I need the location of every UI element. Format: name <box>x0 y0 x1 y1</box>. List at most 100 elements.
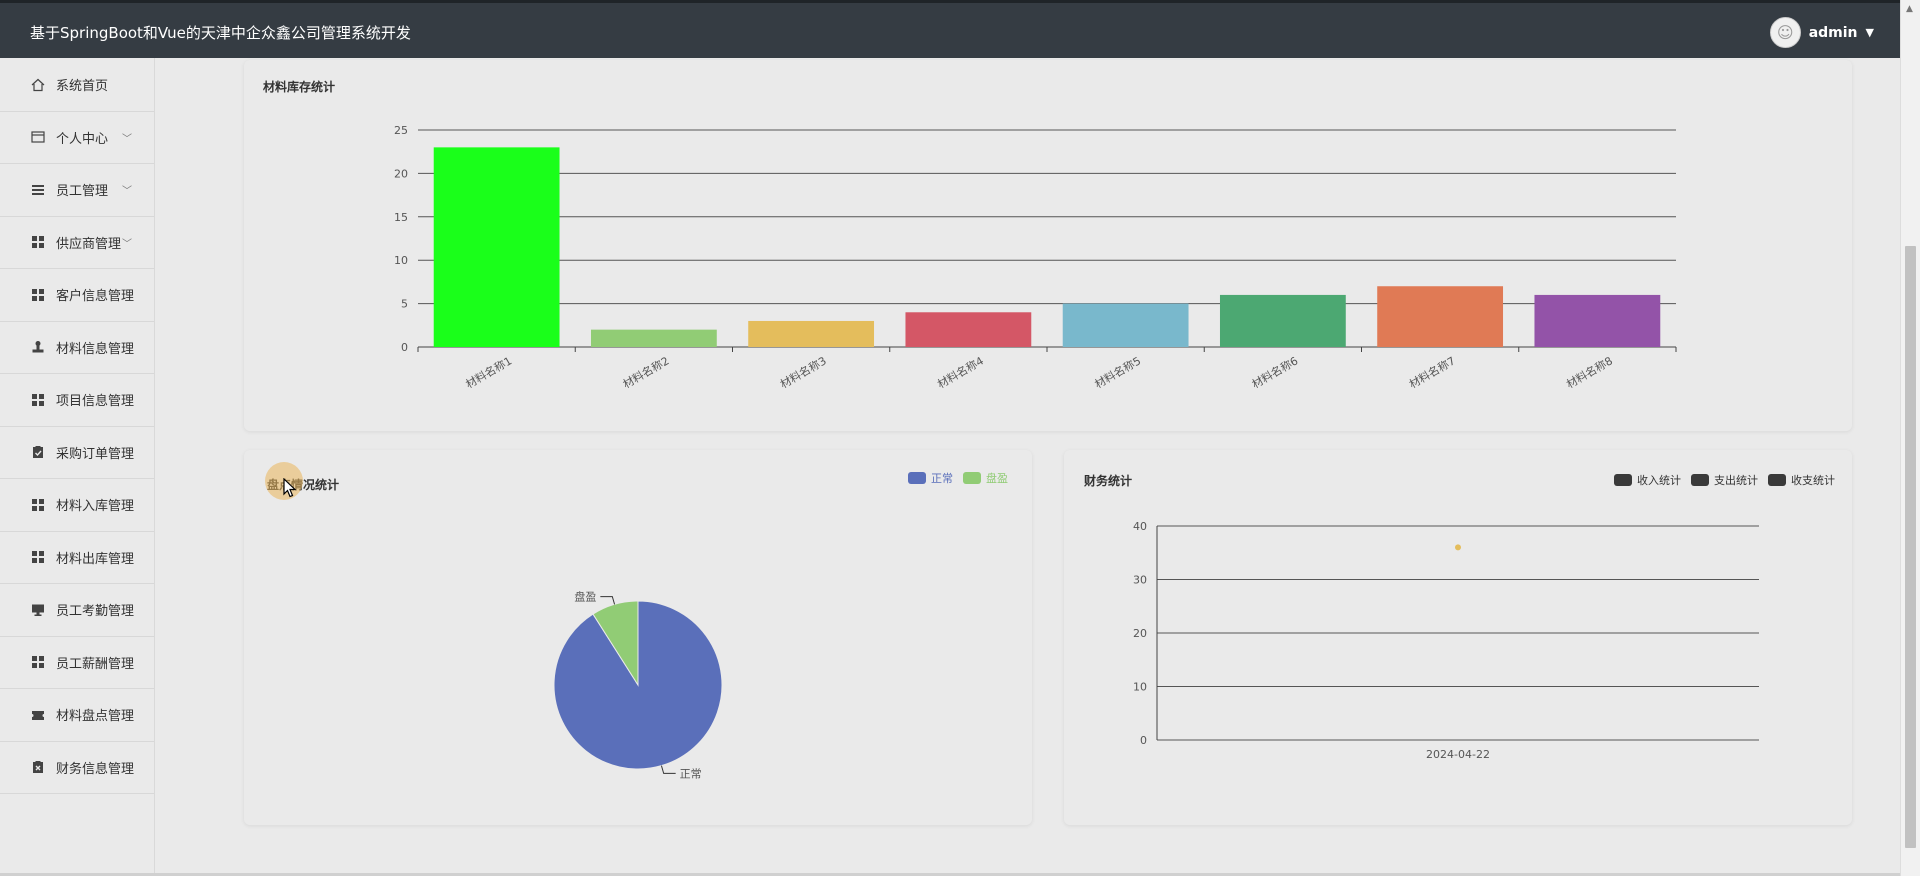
legend-item-income[interactable]: 收入统计 <box>1614 472 1681 488</box>
legend-swatch <box>963 472 981 484</box>
card-title: 材料库存统计 <box>263 80 336 94</box>
bar <box>905 312 1032 347</box>
scroll-up-arrow-icon[interactable]: ▲ <box>1906 4 1913 14</box>
legend-label: 支出统计 <box>1714 474 1758 487</box>
clipboard-check-icon <box>30 444 46 460</box>
page-scrollbar[interactable]: ▲ <box>1900 0 1920 876</box>
grid-icon <box>30 392 46 408</box>
legend-swatch <box>1768 474 1786 486</box>
y-tick-label: 25 <box>394 124 408 137</box>
pie-slice <box>553 600 723 770</box>
y-tick-label: 0 <box>401 341 408 354</box>
y-tick-label: 20 <box>1133 627 1147 640</box>
sidebar-item-material-inbound[interactable]: 材料入库管理 <box>0 479 154 532</box>
pie-legend: 正常 盘盈 <box>908 470 1008 486</box>
sidebar-item-label: 材料信息管理 <box>56 341 135 357</box>
x-tick-label: 材料名称3 <box>777 353 828 391</box>
sidebar-item-label: 材料入库管理 <box>56 499 135 515</box>
inventory-chart-card: 材料库存统计 0 5 10 15 20 25 材料名称1 材料名称2 材料名称3 材料名称4 材料名… <box>244 60 1852 431</box>
y-tick-label: 0 <box>1140 734 1147 747</box>
legend-item-normal[interactable]: 正常 <box>908 470 953 486</box>
legend-label: 收入统计 <box>1637 474 1681 487</box>
bar <box>1062 303 1189 347</box>
sidebar-item-project[interactable]: 项目信息管理 <box>0 374 154 427</box>
sidebar-item-personal-center[interactable]: 个人中心 ﹀ <box>0 112 154 164</box>
scrollbar-thumb[interactable] <box>1905 246 1916 848</box>
app-title: 基于SpringBoot和Vue的天津中企众鑫公司管理系统开发 <box>30 24 411 42</box>
list-icon <box>30 182 46 198</box>
sidebar-item-purchase-order[interactable]: 采购订单管理 <box>0 427 154 479</box>
stamp-icon <box>30 339 46 355</box>
x-tick-label: 材料名称4 <box>935 353 986 391</box>
pie-label: 盘盈 <box>574 590 596 604</box>
legend-label: 正常 <box>931 472 953 485</box>
bar <box>590 329 717 347</box>
sidebar-item-label: 采购订单管理 <box>56 446 135 462</box>
bar <box>748 320 875 347</box>
bar <box>1534 294 1661 347</box>
stocktake-chart-card: 盘点情况统计 正常 盘盈 正常 盘盈 <box>244 450 1032 825</box>
sidebar-item-label: 员工考勤管理 <box>56 604 135 620</box>
pie-label-line <box>600 596 616 605</box>
x-tick-label: 材料名称2 <box>620 353 671 391</box>
caret-down-icon[interactable]: ▼ <box>1865 26 1874 39</box>
user-menu[interactable]: ☺ admin ▼ <box>1769 17 1874 48</box>
grid-icon <box>30 287 46 303</box>
grid-icon <box>30 549 46 565</box>
sidebar-item-stocktake[interactable]: 材料盘点管理 <box>0 689 154 742</box>
pie-slice <box>592 600 639 687</box>
bottom-divider <box>0 873 1900 876</box>
chevron-down-icon: ﹀ <box>122 186 132 197</box>
legend-label: 盘盈 <box>986 472 1008 485</box>
sidebar-item-employee[interactable]: 员工管理 ﹀ <box>0 164 154 217</box>
sidebar-item-label: 员工管理 <box>56 184 109 200</box>
sidebar: 系统首页 个人中心 ﹀ 员工管理 ﹀ 供应商管理 ﹀ 客户信息管理 材料信息管理 <box>0 58 155 876</box>
sidebar-item-label: 员工薪酬管理 <box>56 656 135 672</box>
sidebar-item-label: 个人中心 <box>56 131 109 147</box>
sidebar-item-label: 客户信息管理 <box>56 289 135 305</box>
sidebar-item-finance[interactable]: 财务信息管理 <box>0 742 154 794</box>
sidebar-item-label: 财务信息管理 <box>56 761 135 777</box>
sidebar-item-material[interactable]: 材料信息管理 <box>0 322 154 374</box>
y-tick-label: 5 <box>401 298 408 311</box>
avatar[interactable]: ☺ <box>1769 17 1801 48</box>
x-tick-label: 材料名称6 <box>1249 353 1300 391</box>
stocktake-pie-chart: 正常 盘盈 <box>553 590 723 780</box>
sidebar-item-label: 项目信息管理 <box>56 394 135 410</box>
legend-item-expense[interactable]: 支出统计 <box>1691 472 1758 488</box>
sidebar-item-label: 供应商管理 <box>56 236 122 252</box>
grid-icon <box>30 234 46 250</box>
monitor-icon <box>30 602 46 618</box>
ticket-icon <box>30 707 46 723</box>
finance-legend: 收入统计 支出统计 收支统计 <box>1614 472 1835 488</box>
legend-swatch <box>1691 474 1709 486</box>
bar <box>1219 294 1346 347</box>
legend-item-balance[interactable]: 收支统计 <box>1768 472 1835 488</box>
sidebar-item-home[interactable]: 系统首页 <box>0 59 154 112</box>
y-tick-label: 10 <box>1133 681 1147 694</box>
card-title: 财务统计 <box>1084 474 1133 488</box>
home-icon <box>30 77 46 93</box>
sidebar-item-salary[interactable]: 员工薪酬管理 <box>0 637 154 689</box>
sidebar-item-customer[interactable]: 客户信息管理 <box>0 269 154 322</box>
grid-icon <box>30 654 46 670</box>
finance-scatter-chart: 0 10 20 30 40 2024-04-22 <box>1133 520 1759 761</box>
pie-label-line <box>660 765 676 774</box>
bar <box>433 147 560 347</box>
sidebar-item-label: 材料盘点管理 <box>56 709 135 725</box>
pie-label: 正常 <box>680 767 702 780</box>
legend-item-surplus[interactable]: 盘盈 <box>963 470 1008 486</box>
legend-label: 收支统计 <box>1791 474 1835 487</box>
grid-icon <box>30 497 46 513</box>
mouse-pointer-icon <box>283 478 297 498</box>
legend-swatch <box>1614 474 1632 486</box>
chevron-down-icon: ﹀ <box>122 133 132 145</box>
sidebar-item-supplier[interactable]: 供应商管理 ﹀ <box>0 217 154 269</box>
user-name[interactable]: admin <box>1808 24 1858 41</box>
sidebar-item-label: 材料出库管理 <box>56 551 135 567</box>
sidebar-item-material-outbound[interactable]: 材料出库管理 <box>0 532 154 584</box>
y-tick-label: 10 <box>394 254 408 267</box>
sidebar-item-attendance[interactable]: 员工考勤管理 <box>0 584 154 637</box>
y-tick-label: 30 <box>1133 574 1147 587</box>
inventory-bar-chart: 0 5 10 15 20 25 材料名称1 材料名称2 材料名称3 材料名称4 材料名称5 材料名称6… <box>394 124 1677 391</box>
